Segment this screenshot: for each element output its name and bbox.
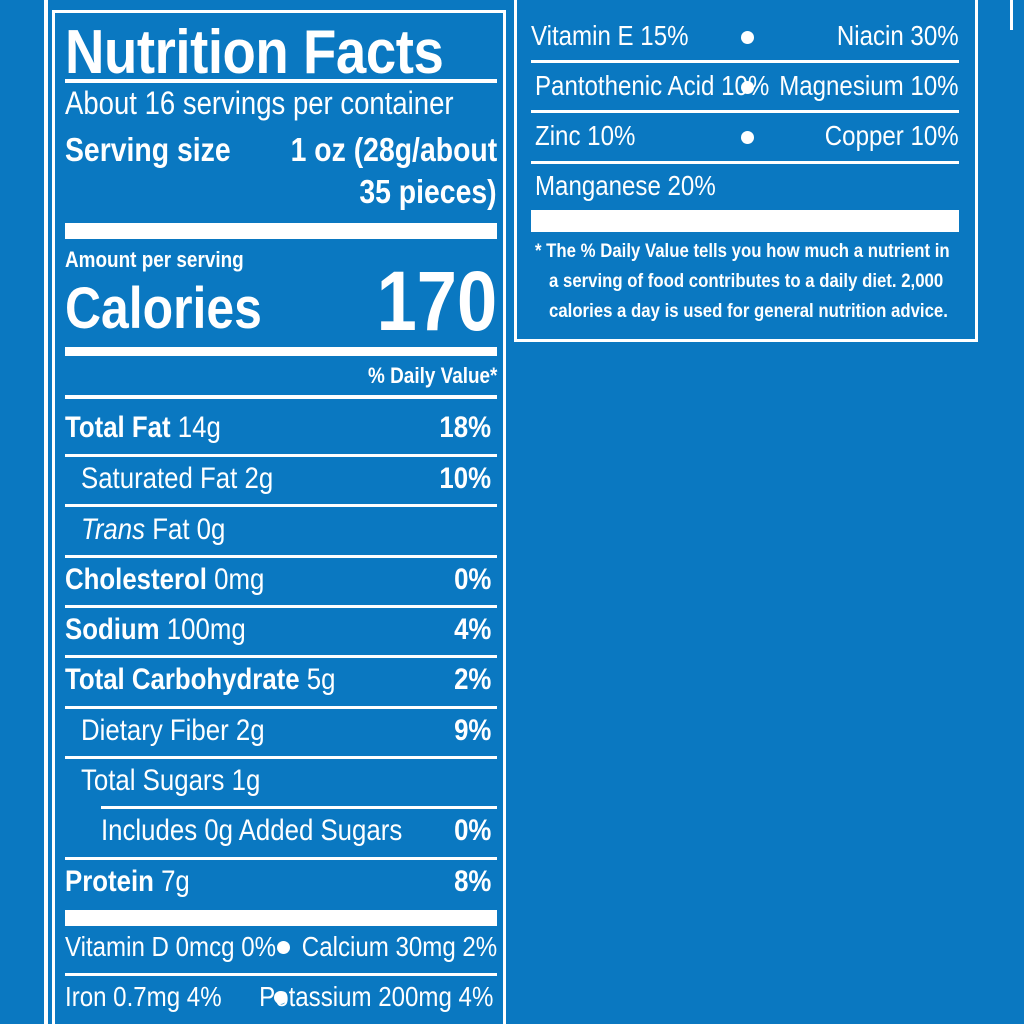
nutrient-amount: 1g: [231, 764, 261, 797]
row-rule: [65, 706, 497, 709]
nutrient-name: Total Sugars: [81, 764, 225, 797]
bullet-icon: [741, 81, 754, 94]
nutrient-amount: 7g: [161, 865, 190, 898]
nutrient-name-suffix: Fat: [152, 513, 190, 546]
micro-right: Niacin 30%: [837, 20, 959, 51]
nutrient-name: Cholesterol: [65, 563, 207, 596]
row-rule: [65, 504, 497, 507]
serving-size-value-2: 35 pieces): [359, 173, 497, 210]
serving-size-value-1: 1 oz (28g/about: [290, 131, 497, 168]
nutrient-name: Includes 0g Added Sugars: [101, 814, 403, 847]
row-rule: [65, 655, 497, 658]
micro-right: Copper 10%: [825, 120, 959, 151]
nutrient-dv: 0%: [453, 814, 491, 847]
calories-label: Calories: [65, 276, 262, 341]
row-rule: [65, 857, 497, 860]
nutrient-dv: 10%: [439, 462, 491, 495]
nutrient-dv: 8%: [453, 865, 491, 898]
row-rule: [65, 555, 497, 558]
row-rule-indented: [101, 806, 497, 809]
nutrient-dv: 9%: [453, 714, 491, 747]
row-rule: [531, 60, 959, 63]
nutrient-name: Total Carbohydrate: [65, 663, 300, 696]
row-rule: [531, 161, 959, 164]
nutrient-dv: 2%: [453, 663, 491, 696]
right-edge-strip: [1010, 0, 1013, 30]
footnote-line-3: calories a day is used for general nutri…: [549, 300, 948, 322]
bullet-icon: [741, 31, 754, 44]
micro-left: Iron 0.7mg 4%: [65, 981, 222, 1012]
nutrient-amount: 2g: [244, 462, 274, 495]
amount-per-serving: Amount per serving: [65, 247, 244, 272]
thick-rule-top: [65, 223, 497, 239]
micro-left: Manganese 20%: [535, 170, 716, 201]
thick-rule-mid: [65, 347, 497, 356]
nutrient-amount: 14g: [177, 411, 221, 444]
bullet-icon: [741, 131, 754, 144]
nutrition-facts-panel: Nutrition Facts About 16 servings per co…: [52, 10, 506, 1024]
bullet-icon: [277, 941, 290, 954]
nutrient-dv: 18%: [439, 411, 491, 444]
nutrient-name: Dietary Fiber: [81, 714, 229, 747]
micro-left: Vitamin E 15%: [531, 20, 689, 51]
row-rule: [531, 110, 959, 113]
nutrient-amount: 0g: [196, 513, 226, 546]
nutrient-dv: 0%: [453, 563, 491, 596]
serving-size-label: Serving size: [65, 131, 231, 168]
row-rule: [65, 973, 497, 976]
nutrient-name: Protein: [65, 865, 154, 898]
thick-rule: [531, 210, 959, 232]
micro-right: Calcium 30mg 2%: [301, 931, 497, 962]
row-rule: [65, 454, 497, 457]
label-title: Nutrition Facts: [65, 18, 444, 87]
servings-per-container: About 16 servings per container: [65, 85, 454, 121]
nutrient-amount: 5g: [306, 663, 336, 696]
micro-left: Zinc 10%: [535, 120, 636, 151]
nutrient-dv: 4%: [453, 613, 491, 646]
micro-left: Pantothenic Acid 10%: [535, 70, 770, 101]
calories-value: 170: [376, 254, 497, 348]
micro-left: Vitamin D 0mcg 0%: [65, 931, 277, 962]
left-edge-strip: [44, 0, 48, 1024]
micro-right: Magnesium 10%: [779, 70, 959, 101]
nutrient-amount: 100mg: [166, 613, 246, 646]
nutrient-name: Total Fat: [65, 411, 171, 444]
micronutrients-panel: Vitamin E 15% Niacin 30% Pantothenic Aci…: [514, 0, 978, 342]
nutrient-name: Saturated Fat: [81, 462, 238, 495]
nutrient-amount: 0mg: [214, 563, 265, 596]
footnote-line-2: a serving of food contributes to a daily…: [549, 270, 944, 292]
row-rule: [65, 756, 497, 759]
nutrient-name: Trans: [81, 513, 146, 546]
daily-value-header: % Daily Value*: [367, 363, 497, 388]
nutrient-amount: 2g: [235, 714, 265, 747]
footnote-line-1: * The % Daily Value tells you how much a…: [535, 240, 950, 262]
dv-header-rule: [65, 395, 497, 399]
title-rule: [65, 79, 497, 83]
thick-rule-bottom: [65, 910, 497, 926]
bullet-icon: [274, 991, 287, 1004]
row-rule: [65, 605, 497, 608]
micro-right: Potassium 200mg 4%: [258, 981, 493, 1012]
nutrient-name: Sodium: [65, 613, 160, 646]
